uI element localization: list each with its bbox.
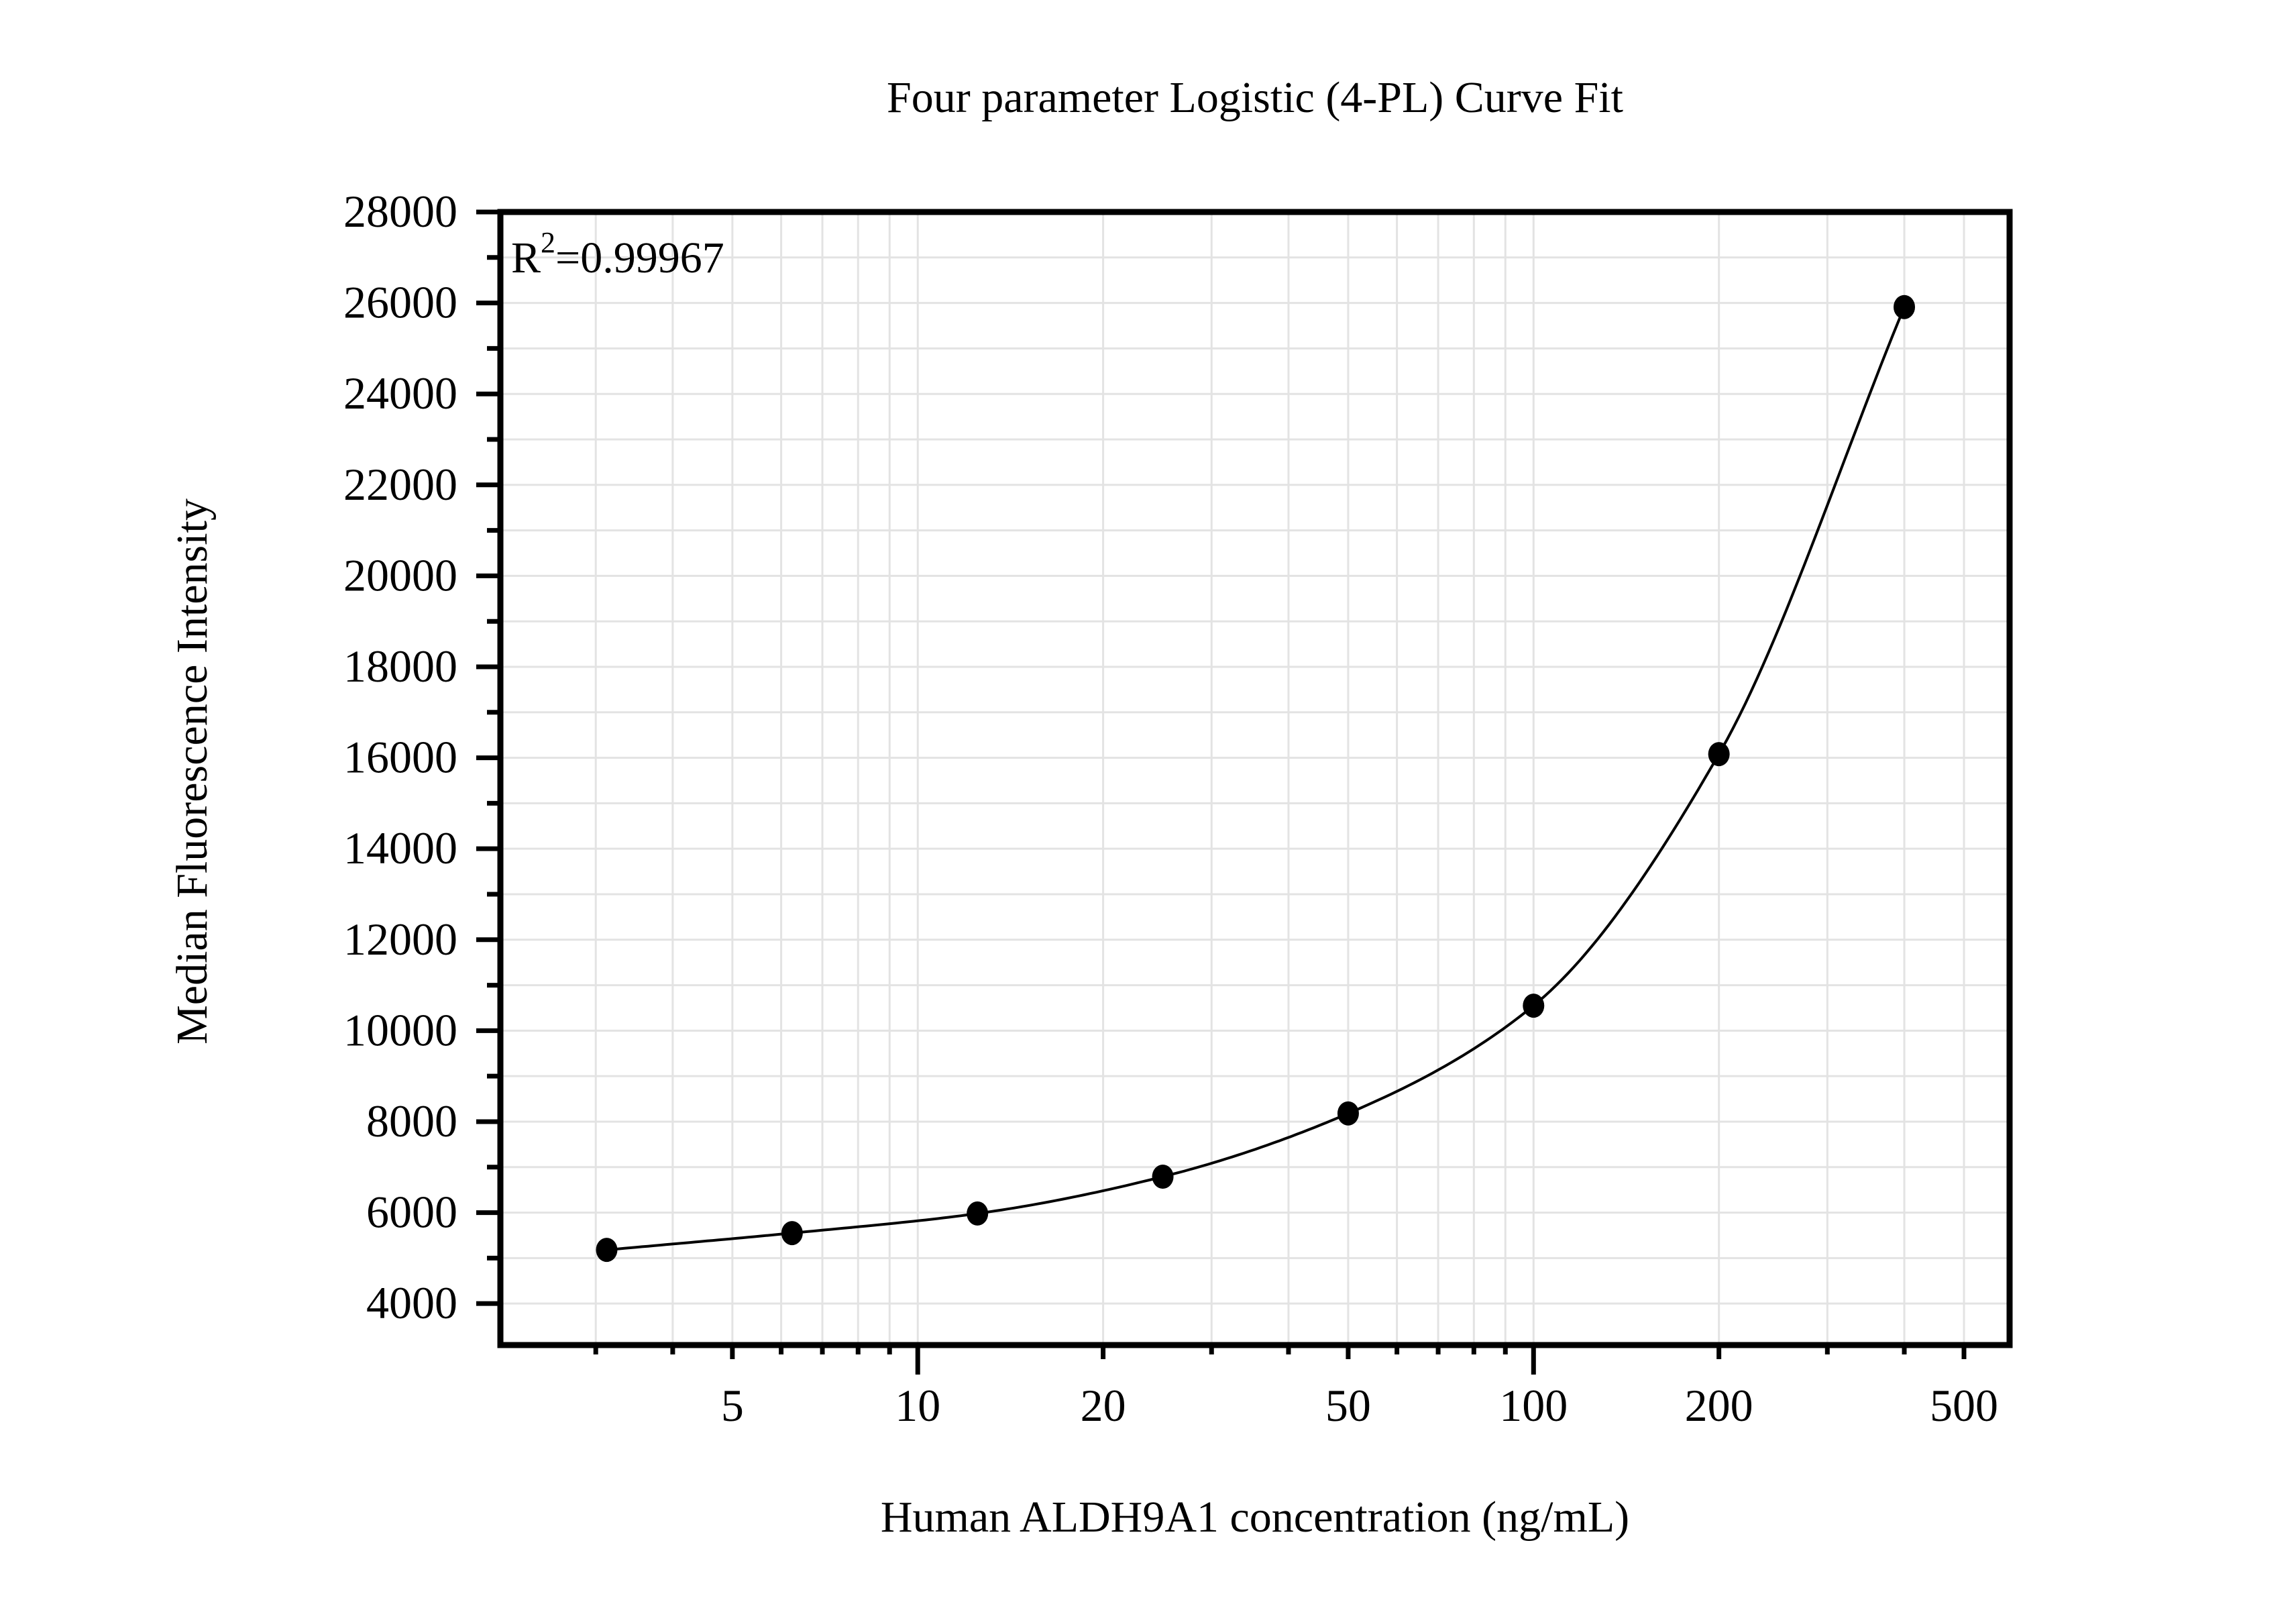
y-axis-title: Median Fluorescence Intensity <box>168 498 217 1045</box>
y-tick-label: 16000 <box>343 732 457 783</box>
x-tick-label: 100 <box>1499 1380 1568 1431</box>
y-tick-label: 24000 <box>343 368 457 419</box>
y-tick-label: 20000 <box>343 549 457 600</box>
data-point <box>1894 295 1916 319</box>
chart-title: Four parameter Logistic (4-PL) Curve Fit <box>887 73 1623 122</box>
data-point <box>1152 1165 1174 1189</box>
r-squared-value: =0.99967 <box>555 233 724 282</box>
x-tick-label: 200 <box>1685 1380 1753 1431</box>
data-point <box>1337 1101 1359 1126</box>
data-point <box>1523 994 1545 1018</box>
x-tick-label: 500 <box>1930 1380 1998 1431</box>
y-tick-label: 8000 <box>366 1095 457 1146</box>
r-squared-annotation: R2=0.99967 <box>511 225 724 284</box>
data-point <box>1708 742 1730 767</box>
x-tick-label: 20 <box>1081 1380 1126 1431</box>
y-tick-label: 26000 <box>343 277 457 328</box>
x-tick-label: 5 <box>721 1380 744 1431</box>
y-tick-label: 14000 <box>343 822 457 873</box>
y-tick-label: 12000 <box>343 914 457 965</box>
y-tick-label: 28000 <box>343 186 457 237</box>
y-tick-label: 22000 <box>343 459 457 510</box>
r-squared-base: R <box>511 233 541 282</box>
r-squared-exponent: 2 <box>541 226 556 259</box>
x-axis-title: Human ALDH9A1 concentration (ng/mL) <box>880 1493 1630 1542</box>
fit-curve <box>606 306 1906 1252</box>
y-tick-label: 10000 <box>343 1004 457 1055</box>
data-point <box>967 1201 989 1226</box>
y-tick-label: 6000 <box>366 1187 457 1238</box>
y-tick-label: 4000 <box>366 1277 457 1328</box>
data-point <box>596 1238 618 1263</box>
x-tick-label: 50 <box>1325 1380 1371 1431</box>
plot-frame <box>497 209 2013 1348</box>
y-tick-label: 18000 <box>343 641 457 692</box>
x-tick-label: 10 <box>895 1380 940 1431</box>
data-point <box>781 1221 803 1246</box>
